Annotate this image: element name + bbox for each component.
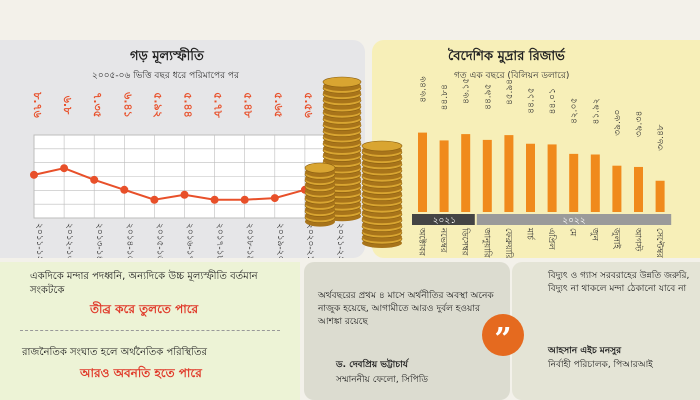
reserves-title: বৈদেশিক মুদ্রার রিজার্ভ (448, 49, 565, 64)
reserve-data-label: ৪৬.১৫ (462, 78, 472, 104)
quote-cpd-text: অর্থবছরের প্রথম ৪ মাসে অর্থনীতির অবস্থা … (318, 291, 494, 327)
reserve-data-label: ৪৪.৮৪ (440, 84, 450, 110)
quote-pri-text: বিদ্যুৎ ও গ্যাস সরবরাহের উন্নতি জরুরি, ব… (548, 271, 690, 294)
inflation-data-label: ৬.৮ (61, 96, 74, 115)
inflation-tick-label: ২০১৪-১৫ (124, 223, 134, 258)
summary-line-2: রাজনৈতিক সংঘাত হলে অর্থনৈতিক পরিস্থিতির (22, 347, 207, 358)
reserve-tick-label: মার্চ (525, 227, 536, 240)
reserve-bar (418, 132, 427, 212)
coin (304, 162, 336, 174)
reserve-data-label: ৪৫.৯৪ (505, 79, 515, 105)
reserve-tick-label: এপ্রিল (546, 228, 557, 250)
inflation-tick-label: ২০২১-২২ (335, 223, 345, 258)
inflation-tick-label: ২০১৮-১৯ (245, 223, 255, 258)
reserve-tick-label: জুলাই (611, 227, 622, 249)
reserve-bar (547, 144, 557, 212)
quote-panel-cpd (304, 262, 510, 400)
inflation-tick-label: ২০২০-২১ (305, 223, 315, 258)
inflation-point (150, 195, 159, 204)
inflation-point (120, 185, 129, 194)
quote-cpd-role: সম্মাননীয় ফেলো, সিপিডি (336, 375, 429, 385)
quote-cpd-name: ড. দেবপ্রিয় ভট্টাচার্য (336, 360, 408, 370)
reserve-tick-label: ডিসেম্বর (460, 227, 471, 257)
inflation-data-label: ৮.৭৬ (31, 91, 44, 118)
inflation-data-label: ৫.৯২ (151, 92, 164, 118)
reserve-bar (439, 140, 449, 212)
reserve-data-label: ৪১.৯২ (591, 98, 601, 124)
inflation-point (270, 194, 279, 203)
inflation-data-label: ৫.৫৬ (302, 92, 315, 118)
reserve-data-label: ৪৪.১৫ (527, 88, 537, 114)
reserve-tick-label: আগস্ট (633, 227, 645, 252)
reserve-bar (526, 143, 535, 212)
inflation-data-label: ৫.৪৮ (242, 92, 255, 118)
summary-panel (0, 262, 300, 400)
year-label-2022: ২০২২ (562, 216, 586, 226)
year-label-2021: ২০২১ (433, 216, 456, 226)
reserve-bar (655, 180, 665, 212)
reserve-tick-label: মে (568, 228, 578, 237)
inflation-data-label: ৫.৬৫ (272, 92, 285, 118)
summary-highlight-1: তীব্র করে তুলতে পারে (90, 302, 199, 316)
reserve-bar (482, 139, 492, 212)
coin-stack-illustration (304, 76, 403, 248)
reserve-tick-label: জুন (589, 227, 599, 242)
reserve-data-label: ৪৬.৪৬ (419, 76, 429, 102)
reserve-bar (461, 134, 471, 212)
reserves-chart: ৪৬.৪৬ অক্টোবর ৪৪.৮৪ নভেম্বর ৪৬.১৫ ডিসেম্বর ৪৪.… (412, 76, 672, 258)
reserve-bar (569, 153, 579, 212)
inflation-point (90, 175, 99, 184)
quote-panel-pri (512, 262, 700, 400)
reserve-bar (612, 165, 622, 212)
reserve-tick-label: ফেব্রুয়ারি (503, 228, 514, 258)
inflation-point (180, 190, 189, 199)
year-band-2021 (412, 214, 475, 225)
reserve-data-label: ৪৪.০১ (548, 88, 558, 114)
reserve-data-label: ৪৪.৯৫ (483, 84, 493, 110)
coin (322, 76, 362, 88)
inflation-tick-label: ২০১৫-১৬ (154, 223, 164, 258)
inflation-tick-label: ২০১৯-২০ (275, 223, 285, 258)
quote-pri-role: নির্বাহী পরিচালক, পিআরআই (548, 360, 653, 370)
reserve-bar (634, 166, 643, 212)
inflation-point (240, 195, 249, 204)
summary-line-1: একদিকে মন্দার পদধ্বনি, অন্যদিকে উচ্চ মূল… (30, 271, 258, 296)
reserve-data-label: ৩৬.৪৮ (656, 124, 666, 150)
inflation-data-label: ৬.৪১ (121, 92, 134, 118)
reserves-subtitle: গত এক বছরে (বিলিয়ন ডলারে) (454, 71, 570, 81)
inflation-chart: ৮.৭৬ ২০১১-১২ ৬.৮ ২০১২-১৩ ৭.৩৫ ২০১৩-১৪ ৬.৪১ ২০১৪… (30, 91, 345, 258)
inflation-title: গড় মূল্যস্ফীতি (130, 49, 204, 64)
divider (20, 330, 280, 331)
reserve-tick-label: নভেম্বর (438, 227, 448, 254)
inflation-data-label: ৭.৩৫ (91, 92, 104, 118)
inflation-point (210, 195, 219, 204)
coin (361, 140, 403, 152)
inflation-point (30, 170, 38, 179)
inflation-tick-label: ২০১১-১২ (34, 223, 44, 258)
reserve-bar (590, 154, 600, 212)
inflation-tick-label: ২০১৩-১৪ (94, 223, 104, 258)
quote-pri-name: আহসান এইচ মনসুর (548, 346, 622, 356)
inflation-subtitle: ২০০৫-০৬ ভিত্তি বছর ধরে পরিমাপের পর (92, 71, 239, 81)
inflation-tick-label: ২০১৭-১৮ (215, 223, 225, 258)
inflation-point (60, 164, 69, 173)
reserve-data-label: ৩৯.৬০ (613, 109, 623, 135)
year-band-2022 (476, 214, 672, 225)
inflation-tick-label: ২০১২-১৩ (64, 223, 74, 258)
inflation-data-label: ৫.৭৮ (212, 92, 225, 118)
inflation-data-label: ৫.৪৪ (182, 92, 195, 118)
summary-highlight-2: আরও অবনতি হতে পারে (80, 366, 202, 380)
reserve-data-label: ৪২.০৫ (570, 98, 580, 124)
reserve-tick-label: জানুয়ারি (481, 227, 492, 258)
reserve-tick-label: সেপ্টেম্বর (654, 228, 665, 258)
reserve-bar (504, 135, 514, 212)
inflation-tick-label: ২০১৬-১৭ (185, 223, 195, 258)
reserve-data-label: ৩৯.৩৪ (635, 111, 645, 137)
reserve-tick-label: অক্টোবর (417, 227, 428, 257)
quote-mark-icon: ” (482, 314, 524, 357)
